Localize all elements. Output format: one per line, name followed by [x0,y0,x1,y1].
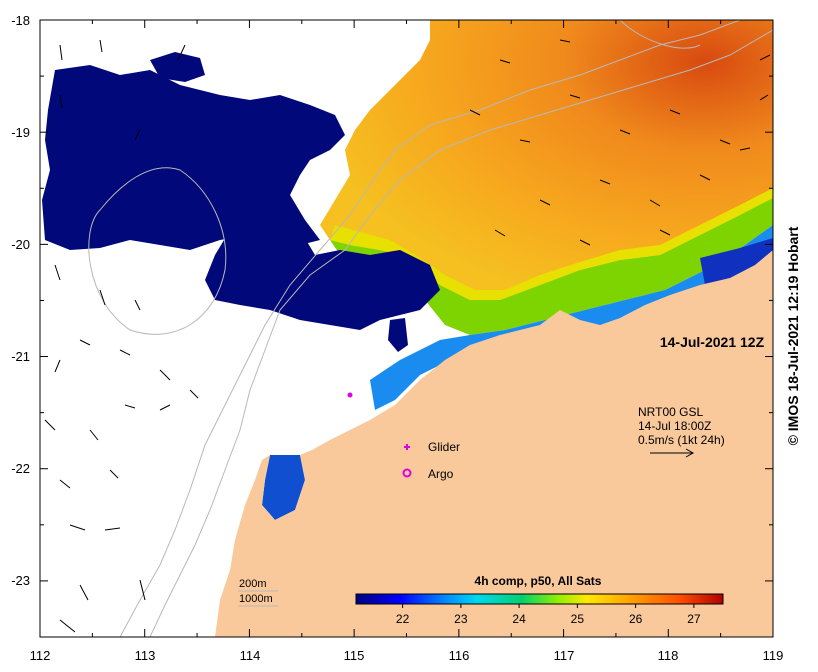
colorbar-tick-label: 26 [629,612,643,626]
lat-tick-label: -19 [11,125,30,140]
sst-transition-band [330,195,773,335]
lon-tick-label: 113 [135,648,156,663]
colorbar-tick-label: 25 [571,612,585,626]
current-legend: NRT00 GSL 14-Jul 18:00Z 0.5m/s (1kt 24h) [638,405,725,447]
current-scale-arrow [650,448,695,458]
sst-south-patch [262,455,305,520]
lat-tick-labels: -18 -19 -20 -21 -22 -23 [11,13,30,588]
land-mass [215,250,773,637]
sst-colorbar: 4h comp, p50, All Sats 22 23 24 25 26 27 [355,574,724,626]
argo-label: Argo [428,467,454,481]
lon-tick-labels: 112 113 114 115 116 117 118 119 [30,648,784,663]
sst-yellow-band [330,188,773,300]
lon-tick-label: 112 [30,648,51,663]
credit-label: © IMOS 18-Jul-2021 12:19 Hobart [785,226,801,446]
depth-1000-label: 1000m [239,593,273,605]
colorbar-tick-label: 27 [687,612,701,626]
colorbar-title: 4h comp, p50, All Sats [475,574,602,588]
lat-tick-label: -20 [11,237,30,252]
depth-legend: 200m 1000m [238,578,278,607]
argo-marker-icon [402,468,412,478]
current-vectors [44,39,771,633]
bathymetry-contours [88,20,773,637]
cloud-mask [42,52,440,352]
glider-marker-icon [404,444,410,450]
lat-tick-label: -23 [11,573,30,588]
current-legend-line1: NRT00 GSL [638,405,703,419]
lon-tick-label: 118 [658,648,679,663]
lat-tick-label: -18 [11,13,30,28]
colorbar-gradient [355,593,724,605]
lon-tick-label: 116 [449,648,470,663]
current-legend-line3: 0.5m/s (1kt 24h) [638,433,725,447]
glider-label: Glider [428,440,460,454]
marker-legend: Glider Argo [347,392,460,481]
lon-tick-label: 117 [554,648,575,663]
colorbar-tick-label: 23 [454,612,468,626]
date-label: 14-Jul-2021 12Z [660,334,765,350]
current-legend-line2: 14-Jul 18:00Z [638,419,711,433]
lat-tick-label: -21 [11,349,30,364]
sst-warm-region [320,20,773,300]
lon-tick-label: 114 [240,648,261,663]
colorbar-tick-label: 22 [396,612,410,626]
lat-tick-label: -22 [11,461,30,476]
lon-tick-label: 119 [763,648,784,663]
colorbar-tick-label: 24 [512,612,526,626]
glider-position-icon [347,392,353,398]
axis-ticks [39,19,774,638]
lon-tick-label: 115 [344,648,365,663]
depth-200-label: 200m [239,578,267,590]
